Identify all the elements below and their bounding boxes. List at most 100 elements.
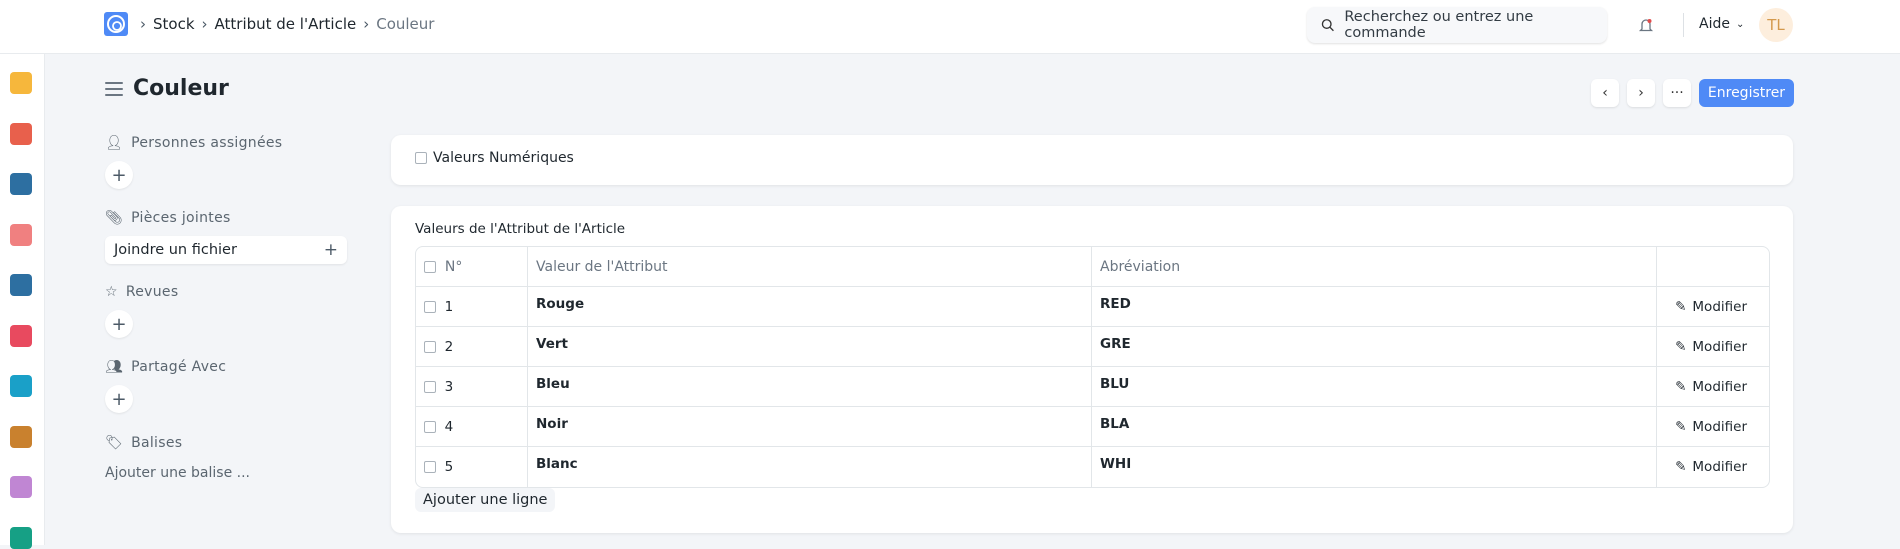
app-logo[interactable] [104, 12, 128, 36]
edit-cell: ✎ Modifier [1657, 287, 1769, 327]
attribute-value-cell[interactable]: Rouge [528, 287, 1092, 327]
edit-cell: ✎ Modifier [1657, 367, 1769, 407]
header-actions [1657, 247, 1769, 287]
row-no-cell: 1 [416, 287, 528, 327]
paperclip-icon: 📎︎ [105, 210, 124, 226]
row-no-cell: 5 [416, 447, 528, 487]
edit-cell: ✎ Modifier [1657, 447, 1769, 487]
checkbox[interactable] [415, 152, 427, 164]
row-checkbox[interactable] [424, 380, 436, 393]
sidebar-module-icon[interactable] [10, 324, 32, 347]
edit-row-button[interactable]: ✎ Modifier [1665, 339, 1761, 355]
pencil-icon: ✎ [1675, 459, 1687, 475]
tags-section: 🏷︎ Balises Ajouter une balise ... [105, 435, 350, 481]
edit-cell: ✎ Modifier [1657, 407, 1769, 447]
add-assignee-button[interactable]: + [105, 161, 133, 189]
abbreviation-cell[interactable]: GRE [1092, 327, 1657, 367]
help-label: Aide [1699, 16, 1730, 32]
reviews-label: Revues [125, 284, 179, 300]
pencil-icon: ✎ [1675, 298, 1687, 315]
sidebar-module-icon[interactable] [10, 375, 32, 397]
chevron-right-icon: › [140, 15, 146, 33]
add-review-button[interactable]: + [105, 310, 133, 338]
breadcrumb-stock[interactable]: Stock [153, 15, 195, 33]
page-title: Couleur [133, 76, 229, 101]
row-no: 3 [444, 378, 454, 395]
next-button[interactable]: › [1627, 79, 1655, 107]
table-row[interactable]: 4 Noir BLA ✎ Modifier [416, 407, 1769, 447]
table-row[interactable]: 5 Blanc WHI ✎ Modifier [416, 447, 1769, 487]
row-checkbox[interactable] [424, 420, 436, 433]
attribute-value-cell[interactable]: Vert [528, 327, 1092, 367]
chevron-right-icon: › [201, 15, 208, 33]
tags-label: Balises [131, 435, 183, 451]
sidebar-module-icon[interactable] [10, 425, 32, 448]
row-no: 4 [444, 418, 454, 435]
menu-icon[interactable] [105, 81, 123, 96]
edit-label: Modifier [1692, 418, 1747, 435]
attribute-value-cell[interactable]: Bleu [528, 367, 1092, 407]
row-checkbox[interactable] [424, 461, 436, 473]
save-button[interactable]: Enregistrer [1699, 79, 1794, 107]
header-abbr: Abréviation [1092, 247, 1657, 287]
sidebar-module-icon[interactable] [10, 223, 32, 246]
bell-icon[interactable] [1638, 15, 1654, 35]
numeric-values-checkbox[interactable]: Valeurs Numériques [415, 150, 574, 166]
row-no: 5 [444, 459, 454, 475]
previous-button[interactable]: ‹ [1591, 79, 1619, 107]
abbreviation-cell[interactable]: WHI [1092, 447, 1657, 487]
attach-file-label: Joindre un fichier [114, 242, 237, 258]
chevron-right-icon: › [363, 15, 370, 33]
breadcrumb-item-attribute[interactable]: Attribut de l'Article [214, 15, 357, 33]
edit-row-button[interactable]: ✎ Modifier [1665, 379, 1761, 395]
edit-row-button[interactable]: ✎ Modifier [1665, 459, 1761, 475]
search-input[interactable]: Recherchez ou entrez une commande [1307, 7, 1607, 43]
row-checkbox[interactable] [424, 300, 436, 313]
sidebar-module-icon[interactable] [10, 122, 32, 145]
more-options-button[interactable]: ··· [1663, 79, 1691, 107]
abbreviation-cell[interactable]: BLU [1092, 367, 1657, 407]
app-sidebar [0, 54, 45, 549]
numeric-values-label: Valeurs Numériques [433, 150, 574, 166]
assigned-section: 👤︎ Personnes assignées + [105, 135, 350, 189]
table-row[interactable]: 1 Rouge RED ✎ Modifier [416, 287, 1769, 327]
attach-file-button[interactable]: Joindre un fichier + [105, 236, 347, 264]
attribute-value-cell[interactable]: Blanc [528, 447, 1092, 487]
add-row-button[interactable]: Ajouter une ligne [415, 488, 556, 512]
edit-row-button[interactable]: ✎ Modifier [1665, 419, 1761, 435]
edit-row-button[interactable]: ✎ Modifier [1665, 299, 1761, 315]
table-row[interactable]: 2 Vert GRE ✎ Modifier [416, 327, 1769, 367]
sidebar-module-icon[interactable] [10, 476, 32, 498]
add-share-button[interactable]: + [105, 385, 133, 413]
avatar[interactable]: TL [1759, 8, 1793, 42]
attachments-section: 📎︎ Pièces jointes Joindre un fichier + [105, 210, 350, 264]
attribute-values-card: Valeurs de l'Attribut de l'Article N° Va… [391, 206, 1793, 533]
sidebar-module-icon[interactable] [10, 173, 32, 195]
edit-label: Modifier [1692, 298, 1747, 315]
attribute-value-cell[interactable]: Noir [528, 407, 1092, 447]
row-no: 2 [444, 338, 454, 355]
edit-label: Modifier [1692, 459, 1747, 475]
sidebar-module-icon[interactable] [10, 526, 32, 549]
row-no-cell: 4 [416, 407, 528, 447]
sidebar-module-icon[interactable] [10, 72, 32, 94]
row-checkbox[interactable] [424, 340, 436, 353]
user-add-icon: 👤︎ [105, 135, 124, 151]
abbreviation-cell[interactable]: RED [1092, 287, 1657, 327]
attachments-label: Pièces jointes [131, 210, 231, 226]
edit-cell: ✎ Modifier [1657, 327, 1769, 367]
breadcrumb: › Stock › Attribut de l'Article › Couleu… [140, 15, 434, 33]
chevron-down-icon: ⌄ [1735, 18, 1745, 30]
top-navbar: › Stock › Attribut de l'Article › Couleu… [0, 0, 1900, 54]
row-no-cell: 2 [416, 327, 528, 367]
sidebar-module-icon[interactable] [10, 274, 32, 296]
add-tag-link[interactable]: Ajouter une balise ... [105, 465, 250, 481]
pencil-icon: ✎ [1675, 338, 1687, 355]
abbreviation-cell[interactable]: BLA [1092, 407, 1657, 447]
select-all-checkbox[interactable] [424, 260, 436, 273]
table-row[interactable]: 3 Bleu BLU ✎ Modifier [416, 367, 1769, 407]
help-dropdown[interactable]: Aide ⌄ [1699, 16, 1744, 32]
reviews-section: ☆ Revues + [105, 284, 350, 338]
table-title: Valeurs de l'Attribut de l'Article [415, 221, 626, 237]
breadcrumb-current[interactable]: Couleur [376, 15, 435, 33]
